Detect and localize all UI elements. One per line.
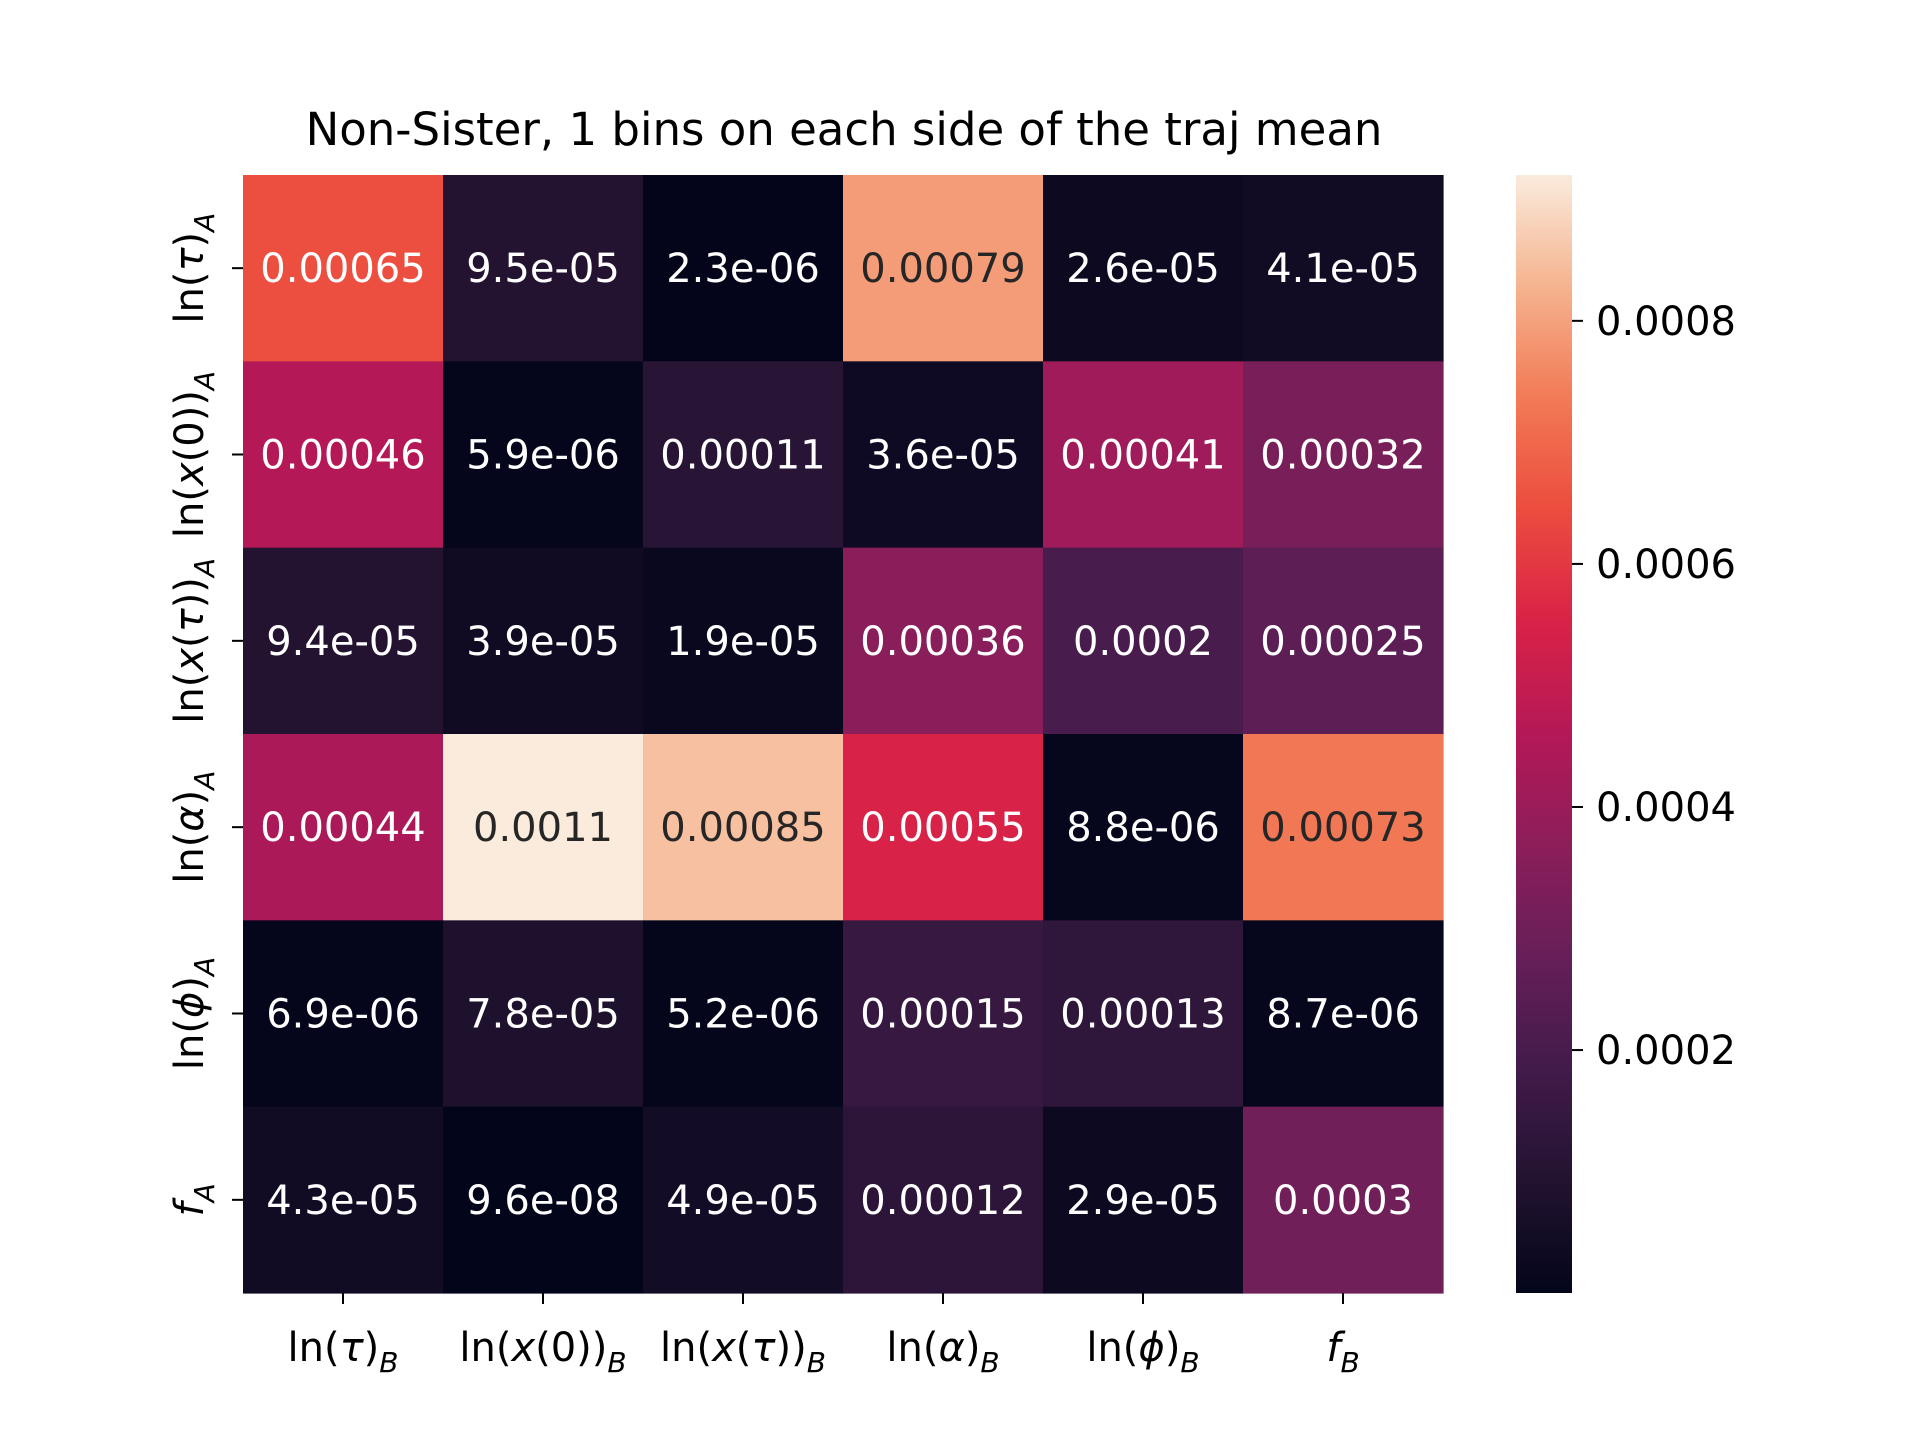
- cell-annotation: 5.2e-06: [666, 992, 820, 1038]
- cell-annotation: 1.9e-05: [666, 619, 820, 665]
- colorbar-tick-label: 0.0006: [1596, 542, 1736, 588]
- heatmap-cell: [1243, 920, 1444, 1108]
- heatmap-cell: [643, 547, 844, 735]
- heatmap-cell: [1043, 361, 1244, 549]
- cell-annotation: 3.6e-05: [866, 433, 1020, 479]
- heatmap-cell: [1043, 547, 1244, 735]
- heatmap-cell: [843, 361, 1044, 549]
- heatmap-cell: [843, 547, 1044, 735]
- heatmap-cell: [1043, 175, 1244, 362]
- heatmap-cell: [443, 547, 644, 735]
- heatmap-cell: [243, 175, 444, 362]
- cell-annotation: 0.00012: [860, 1178, 1025, 1224]
- colorbar-tick-label: 0.0002: [1596, 1028, 1736, 1074]
- cell-annotation: 8.8e-06: [1066, 805, 1220, 851]
- cell-annotation: 0.00041: [1060, 433, 1225, 479]
- colorbar: 0.0002 0.0004 0.0006 0.0008: [1516, 175, 1736, 1293]
- heatmap-annotations: 0.00065 9.5e-05 2.3e-06 0.00079 2.6e-05 4.1e-…: [260, 246, 1425, 1224]
- cell-annotation: 0.00065: [260, 246, 425, 292]
- y-tick-label: ln(x(τ))A: [167, 558, 221, 724]
- heatmap-cell: [1243, 734, 1444, 921]
- cell-annotation: 0.00046: [260, 433, 425, 479]
- cell-annotation: 5.9e-06: [466, 433, 620, 479]
- heatmap-cell: [443, 175, 644, 362]
- colorbar-tick-label: 0.0004: [1596, 785, 1736, 831]
- y-tick-label: ln(α)A: [167, 771, 221, 884]
- cell-annotation: 4.1e-05: [1266, 246, 1420, 292]
- heatmap-cell: [1043, 920, 1244, 1108]
- cell-annotation: 6.9e-06: [266, 992, 420, 1038]
- cell-annotation: 0.00073: [1260, 805, 1425, 851]
- x-tick-label: ln(τ)B: [288, 1325, 399, 1379]
- cell-annotation: 2.6e-05: [1066, 246, 1220, 292]
- heatmap-cell: [1043, 734, 1244, 921]
- colorbar-gradient: [1516, 175, 1572, 1293]
- cell-annotation: 9.5e-05: [466, 246, 620, 292]
- heatmap-cell: [243, 361, 444, 549]
- cell-annotation: 0.00044: [260, 805, 425, 851]
- cell-annotation: 4.9e-05: [666, 1178, 820, 1224]
- chart-title: Non-Sister, 1 bins on each side of the t…: [306, 103, 1383, 156]
- x-tick-label: ln(x(τ))B: [660, 1325, 826, 1379]
- cell-annotation: 0.0003: [1273, 1178, 1413, 1224]
- heatmap-cell: [443, 920, 644, 1108]
- heatmap-cell: [243, 920, 444, 1108]
- cell-annotation: 0.00055: [860, 805, 1025, 851]
- cell-annotation: 2.9e-05: [1066, 1178, 1220, 1224]
- heatmap-cell: [643, 734, 844, 921]
- heatmap-cell: [643, 1106, 844, 1294]
- heatmap-cells: [243, 175, 1444, 1294]
- heatmap-cell: [843, 1106, 1044, 1294]
- heatmap-cell: [243, 547, 444, 735]
- cell-annotation: 8.7e-06: [1266, 992, 1420, 1038]
- x-tick-label: ln(x(0))B: [459, 1325, 626, 1379]
- heatmap-cell: [1243, 175, 1444, 362]
- x-tick-label: ln(ϕ)B: [1086, 1325, 1199, 1379]
- heatmap-cell: [243, 1106, 444, 1294]
- cell-annotation: 0.00085: [660, 805, 825, 851]
- cell-annotation: 0.00036: [860, 619, 1025, 665]
- y-tick-label: ln(τ)A: [167, 213, 221, 324]
- cell-annotation: 0.00011: [660, 433, 825, 479]
- heatmap-cell: [1243, 1106, 1444, 1294]
- cell-annotation: 7.8e-05: [466, 992, 620, 1038]
- heatmap-cell: [643, 361, 844, 549]
- heatmap-cell: [643, 175, 844, 362]
- cell-annotation: 0.00032: [1260, 433, 1425, 479]
- cell-annotation: 2.3e-06: [666, 246, 820, 292]
- heatmap-cell: [443, 1106, 644, 1294]
- cell-annotation: 9.4e-05: [266, 619, 420, 665]
- heatmap-cell: [843, 734, 1044, 921]
- y-tick-label: ln(x(0))A: [167, 371, 221, 538]
- y-tick-label: ln(ϕ)A: [167, 957, 221, 1070]
- y-axis: ln(τ)Aln(x(0))Aln(x(τ))Aln(α)Aln(ϕ)AfA: [167, 213, 243, 1216]
- cell-annotation: 0.00015: [860, 992, 1025, 1038]
- colorbar-tick-label: 0.0008: [1596, 299, 1736, 345]
- cell-annotation: 0.00079: [860, 246, 1025, 292]
- heatmap-cell: [643, 920, 844, 1108]
- heatmap-cell: [1243, 361, 1444, 549]
- cell-annotation: 0.0011: [473, 805, 613, 851]
- cell-annotation: 0.0002: [1073, 619, 1213, 665]
- heatmap-cell: [1243, 547, 1444, 735]
- heatmap-cell: [243, 734, 444, 921]
- cell-annotation: 3.9e-05: [466, 619, 620, 665]
- heatmap-cell: [843, 175, 1044, 362]
- cell-annotation: 9.6e-08: [466, 1178, 620, 1224]
- heatmap-cell: [443, 734, 644, 921]
- x-tick-label: ln(α)B: [886, 1325, 999, 1379]
- heatmap-cell: [443, 361, 644, 549]
- heatmap-cell: [1043, 1106, 1244, 1294]
- cell-annotation: 0.00013: [1060, 992, 1225, 1038]
- cell-annotation: 4.3e-05: [266, 1178, 420, 1224]
- cell-annotation: 0.00025: [1260, 619, 1425, 665]
- heatmap-cell: [843, 920, 1044, 1108]
